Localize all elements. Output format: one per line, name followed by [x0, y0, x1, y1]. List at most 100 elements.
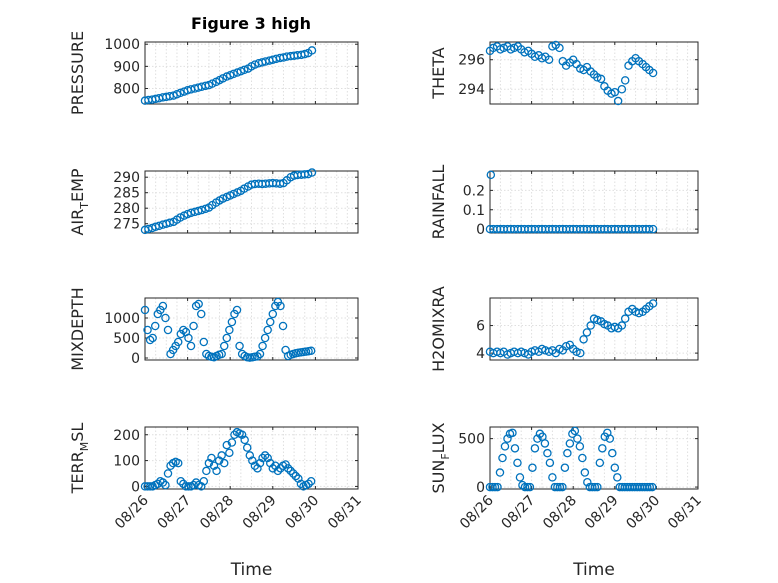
data-point — [199, 476, 209, 486]
ytick-label: 294 — [458, 82, 485, 98]
data-point — [648, 68, 658, 78]
data-point — [634, 308, 644, 318]
ytick-label: 280 — [113, 201, 140, 217]
data-point — [525, 482, 535, 492]
data-point — [645, 224, 654, 234]
ylabel-subscript: T — [78, 202, 91, 210]
data-point — [593, 315, 602, 325]
data-point — [143, 325, 152, 335]
data-point — [500, 442, 510, 451]
data-point — [276, 301, 285, 311]
data-point — [548, 473, 557, 482]
data-point — [582, 328, 592, 337]
data-point — [240, 65, 249, 75]
data-point — [184, 482, 193, 491]
xlabel: Time — [230, 560, 273, 580]
ylabel: RAINFALL — [429, 165, 448, 240]
data-point — [232, 305, 242, 315]
data-point — [560, 463, 570, 472]
data-point — [165, 218, 174, 228]
figure-title: Figure 3 high — [191, 14, 311, 33]
data-point — [583, 477, 592, 487]
xtick-label: 08/30 — [623, 493, 663, 533]
ytick-label: 0.2 — [463, 183, 485, 199]
data-point — [248, 456, 257, 465]
data-point — [158, 478, 168, 487]
ytick-label: 0 — [131, 479, 140, 495]
xtick-label: 08/28 — [197, 493, 237, 533]
data-point — [307, 168, 317, 177]
data-point — [593, 73, 602, 82]
data-point — [520, 482, 530, 492]
data-point — [258, 453, 267, 463]
data-point — [617, 84, 627, 94]
data-point — [553, 482, 562, 492]
data-point — [488, 482, 497, 492]
ytick-label: 296 — [458, 53, 485, 69]
ytick-label: 0 — [131, 351, 140, 367]
data-point — [143, 482, 152, 491]
axes-box — [144, 170, 359, 234]
ylabel: THETA — [429, 47, 448, 99]
data-point — [303, 169, 313, 179]
data-point — [186, 341, 196, 351]
data-point — [218, 194, 228, 203]
data-point — [307, 46, 317, 55]
xtick-label: 08/31 — [325, 493, 365, 533]
xtick-label: 08/27 — [499, 493, 539, 533]
data-point — [222, 440, 232, 450]
ytick-label: 1000 — [104, 37, 140, 53]
data-point — [533, 434, 542, 443]
data-point — [645, 482, 654, 492]
axes-box — [489, 297, 699, 361]
ytick-label: 275 — [113, 217, 140, 233]
data-point — [161, 313, 170, 323]
ylabel-subscript: F — [439, 453, 452, 459]
data-point — [153, 479, 163, 489]
data-point — [242, 443, 252, 452]
ylabel-main: TERR — [68, 451, 87, 494]
data-point — [263, 453, 272, 463]
data-point — [590, 482, 600, 492]
ylabel-tail: EMP — [68, 168, 87, 202]
data-point — [173, 337, 183, 347]
data-point — [227, 438, 237, 447]
data-point — [237, 430, 247, 439]
data-point — [530, 444, 540, 453]
data-point — [253, 352, 262, 361]
data-point — [508, 428, 517, 438]
data-point — [613, 96, 623, 106]
xtick-label: 08/30 — [282, 493, 322, 533]
xlabel: Time — [572, 560, 615, 580]
axes-box — [144, 426, 359, 490]
data-point — [283, 464, 293, 473]
data-point — [608, 448, 617, 458]
data-point — [212, 466, 221, 476]
data-point — [595, 458, 605, 468]
data-point — [204, 458, 214, 468]
data-point — [179, 479, 188, 489]
data-point — [240, 435, 249, 445]
data-point — [265, 317, 275, 327]
panel-mixdepth: 0 500 1000 MIXDEPTH — [68, 287, 359, 371]
data-point — [176, 476, 186, 486]
xtick-label: 08/26 — [457, 492, 497, 532]
data-point — [561, 341, 571, 351]
data-point — [565, 439, 575, 448]
ylabel-main: SUN — [429, 460, 448, 494]
axes-box — [144, 297, 359, 361]
data-point — [278, 321, 288, 331]
ylabel-tail: LUX — [429, 422, 448, 453]
data-point — [573, 434, 582, 443]
data-point — [588, 482, 597, 492]
data-point — [291, 471, 301, 481]
data-point — [304, 479, 313, 489]
data-point — [642, 482, 652, 492]
data-point — [176, 88, 185, 98]
ylabel: PRESSURE — [68, 31, 87, 115]
data-point — [191, 301, 201, 311]
ytick-label: 800 — [113, 82, 140, 98]
data-point — [545, 458, 555, 468]
data-point — [558, 482, 567, 492]
